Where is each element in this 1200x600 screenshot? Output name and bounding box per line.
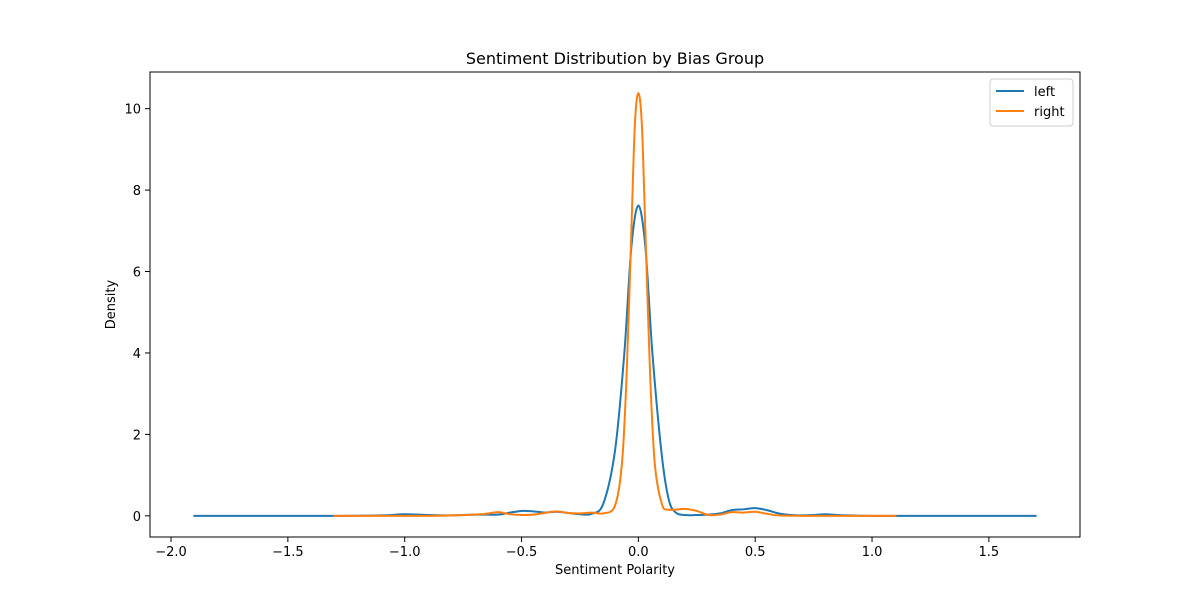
x-tick-label: −1.0: [389, 545, 421, 560]
y-tick-label: 2: [133, 428, 141, 443]
x-tick-label: 0.5: [745, 545, 766, 560]
series-line-right: [333, 92, 897, 517]
legend-label-right: right: [1034, 105, 1065, 120]
x-tick-label: −2.0: [155, 545, 187, 560]
x-tick-label: 0.0: [628, 545, 649, 560]
x-tick-label: 1.5: [979, 545, 1000, 560]
y-tick-label: 0: [133, 510, 141, 525]
x-axis-label: Sentiment Polarity: [555, 563, 675, 578]
series-layer: [193, 92, 1037, 517]
x-tick-label: −1.5: [272, 545, 304, 560]
y-tick-label: 10: [124, 103, 141, 118]
chart-title: Sentiment Distribution by Bias Group: [466, 49, 764, 68]
legend-label-left: left: [1034, 85, 1055, 100]
x-axis: −2.0 −1.5 −1.0 −0.5 0.0 0.5 1.0 1.5: [155, 537, 999, 560]
y-tick-label: 6: [133, 266, 141, 281]
x-tick-label: 1.0: [862, 545, 883, 560]
plot-area: [149, 71, 1081, 538]
y-axis: 0 2 4 6 8 10: [124, 103, 150, 525]
legend: left right: [989, 78, 1074, 127]
y-tick-label: 8: [133, 184, 141, 199]
y-tick-label: 4: [133, 347, 141, 362]
x-tick-label: −0.5: [506, 545, 538, 560]
y-axis-label: Density: [104, 279, 119, 329]
plot-frame: [149, 71, 1081, 538]
